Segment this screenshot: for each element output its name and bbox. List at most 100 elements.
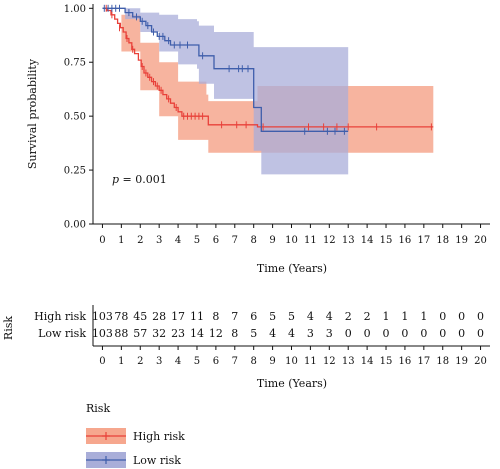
x-tick-label: 7 [232, 235, 238, 246]
risk-count-cell: 5 [250, 327, 257, 340]
x-tick-label: 7 [232, 356, 238, 367]
x-tick-label: 10 [285, 235, 298, 246]
x-tick-label: 0 [99, 235, 105, 246]
survival-curve-low-risk [102, 7, 349, 132]
risk-count-cell: 2 [364, 310, 371, 323]
risk-count-cell: 12 [209, 327, 223, 340]
risk-count-cell: 17 [171, 310, 185, 323]
legend-item-low-risk: Low risk [86, 452, 181, 468]
risk-count-cell: 2 [345, 310, 352, 323]
y-tick-label: 0.25 [64, 166, 86, 177]
risk-count-cell: 0 [439, 310, 446, 323]
risk-count-cell: 4 [288, 327, 295, 340]
x-tick-label: 2 [137, 356, 143, 367]
y-tick-label: 1.00 [64, 4, 86, 15]
risk-count-cell: 0 [383, 327, 390, 340]
x-tick-label: 15 [380, 235, 393, 246]
y-tick-label: 0.50 [64, 112, 86, 123]
risk-count-cell: 5 [288, 310, 295, 323]
y-axis-label: Survival probability [26, 58, 39, 169]
x-tick-label: 17 [417, 356, 430, 367]
risk-count-cell: 11 [190, 310, 204, 323]
legend-cross-low-risk [102, 456, 110, 464]
risk-count-cell: 4 [307, 310, 314, 323]
risk-count-cell: 0 [345, 327, 352, 340]
legend: Risk High risk Low risk [86, 402, 185, 468]
risk-count-cell: 3 [326, 327, 333, 340]
risk-count-cell: 0 [458, 327, 465, 340]
risk-count-cell: 103 [92, 310, 113, 323]
risk-row-label-low: Low risk [38, 327, 86, 340]
risk-table-x-label: Time (Years) [257, 377, 327, 390]
risk-count-cell: 1 [383, 310, 390, 323]
x-tick-label: 18 [436, 356, 449, 367]
risk-row-label-high: High risk [34, 310, 86, 323]
risk-count-cell: 45 [133, 310, 147, 323]
x-tick-label: 8 [251, 235, 257, 246]
risk-count-cell: 0 [401, 327, 408, 340]
risk-count-cell: 0 [364, 327, 371, 340]
y-tick-label: 0.00 [64, 220, 86, 231]
risk-count-cell: 78 [114, 310, 128, 323]
risk-count-cell: 0 [420, 327, 427, 340]
ci-band-low-risk [102, 8, 349, 175]
risk-count-cell: 0 [439, 327, 446, 340]
risk-count-cell: 23 [171, 327, 185, 340]
x-tick-label: 19 [455, 356, 468, 367]
censor-marks [103, 4, 432, 135]
x-axis-label: Time (Years) [257, 262, 327, 275]
risk-count-cell: 8 [212, 310, 219, 323]
risk-count-cell: 7 [231, 310, 238, 323]
x-tick-label: 2 [137, 235, 143, 246]
legend-label-low-risk: Low risk [133, 454, 181, 467]
x-tick-label: 15 [380, 356, 393, 367]
x-tick-label: 17 [417, 235, 430, 246]
x-tick-label: 12 [323, 235, 336, 246]
risk-count-cell: 6 [250, 310, 257, 323]
legend-cross-high-risk [102, 432, 110, 440]
p-value-annotation: p = 0.001 [112, 173, 167, 186]
risk-count-cell: 8 [231, 327, 238, 340]
y-tick-label: 0.75 [64, 58, 86, 69]
x-tick-label: 1 [118, 356, 124, 367]
x-tick-label: 16 [399, 356, 412, 367]
risk-count-cell: 57 [133, 327, 147, 340]
x-tick-label: 14 [361, 235, 374, 246]
x-tick-label: 5 [194, 235, 200, 246]
risk-count-cell: 0 [458, 310, 465, 323]
risk-table-title: Risk [2, 316, 15, 340]
x-tick-label: 20 [474, 356, 487, 367]
risk-table-x-ticks: 0 1 2 3 4 5 6 7 8 9 10 11 12 13 14 15 16 17 18 19 20 [99, 346, 487, 367]
x-tick-label: 20 [474, 235, 487, 246]
x-ticks: 0 1 2 3 4 5 6 7 8 9 10 11 12 13 14 15 16 17 18 19 20 [99, 224, 487, 246]
x-tick-label: 9 [269, 235, 275, 246]
x-tick-label: 13 [342, 235, 355, 246]
risk-count-cell: 5 [269, 310, 276, 323]
risk-count-cell: 14 [190, 327, 204, 340]
risk-count-cell: 4 [269, 327, 276, 340]
x-tick-label: 3 [156, 235, 162, 246]
risk-count-cell: 3 [307, 327, 314, 340]
p-value-italic: p [112, 173, 119, 186]
y-ticks: 0.00 0.25 0.50 0.75 1.00 [64, 4, 93, 231]
x-tick-label: 19 [455, 235, 468, 246]
risk-count-cell: 88 [114, 327, 128, 340]
legend-item-high-risk: High risk [86, 428, 185, 444]
risk-count-cell: 0 [477, 310, 484, 323]
x-tick-label: 11 [304, 356, 317, 367]
x-tick-label: 6 [213, 235, 219, 246]
risk-count-cell: 4 [326, 310, 333, 323]
x-tick-label: 3 [156, 356, 162, 367]
x-tick-label: 18 [436, 235, 449, 246]
x-tick-label: 4 [175, 235, 181, 246]
x-tick-label: 9 [269, 356, 275, 367]
confidence-bands [102, 8, 434, 175]
risk-count-cell: 32 [152, 327, 166, 340]
x-tick-label: 14 [361, 356, 374, 367]
x-tick-label: 0 [99, 356, 105, 367]
x-tick-label: 6 [213, 356, 219, 367]
x-tick-label: 12 [323, 356, 336, 367]
x-tick-label: 16 [399, 235, 412, 246]
x-tick-label: 5 [194, 356, 200, 367]
